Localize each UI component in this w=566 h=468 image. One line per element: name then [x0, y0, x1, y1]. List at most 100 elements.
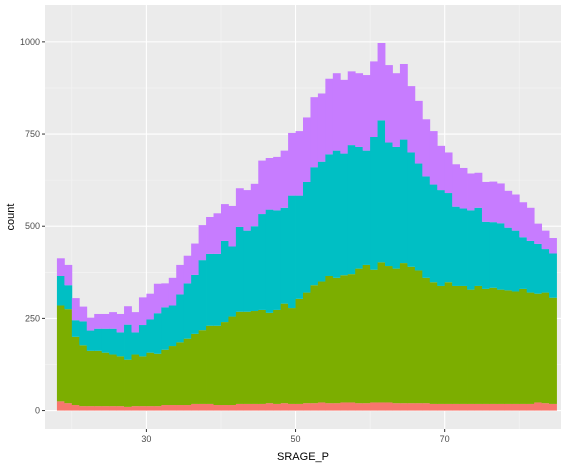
bar-segment: [71, 405, 80, 411]
bar-segment: [146, 293, 155, 320]
bar-segment: [191, 274, 200, 334]
bar-segment: [198, 260, 207, 331]
bar-segment: [534, 243, 543, 294]
bar-segment: [459, 208, 468, 286]
bar-segment: [295, 131, 304, 196]
bar-segment: [124, 324, 132, 360]
y-axis: 0 250 500 750 1000: [20, 37, 45, 416]
bar-segment: [474, 285, 483, 404]
bar-segment: [325, 154, 334, 276]
bar-segment: [243, 190, 252, 231]
y-axis-title: count: [5, 204, 17, 231]
bar-segment: [526, 403, 535, 411]
bar-segment: [146, 352, 155, 407]
bar-segment: [153, 406, 162, 411]
bar-segment: [444, 282, 453, 404]
bar-segment: [399, 403, 408, 411]
bar-segment: [265, 403, 274, 411]
bar-segment: [317, 93, 326, 162]
y-tick-label: 1000: [20, 37, 40, 47]
bar-segment: [265, 209, 274, 313]
bar-segment: [481, 403, 490, 411]
bar-segment: [399, 63, 408, 140]
bar-segment: [310, 167, 319, 286]
bar-segment: [422, 119, 431, 177]
bar-segment: [347, 274, 356, 403]
bar-segment: [228, 405, 237, 411]
bar-segment: [526, 207, 535, 241]
bar-segment: [146, 406, 155, 411]
bar-segment: [325, 403, 334, 411]
bar-segment: [504, 403, 513, 411]
bar-segment: [235, 188, 244, 227]
bar-segment: [355, 268, 364, 404]
bar-segment: [422, 277, 431, 404]
bar-segment: [355, 73, 364, 147]
bar-segment: [213, 405, 222, 411]
bar-segment: [228, 316, 237, 406]
bar-segment: [489, 287, 498, 404]
bar-segment: [243, 230, 252, 312]
bar-segment: [124, 306, 132, 325]
bar-segment: [116, 356, 125, 407]
bar-segment: [168, 277, 177, 306]
bar-segment: [258, 309, 267, 404]
bar-segment: [124, 359, 132, 407]
bar-segment: [206, 325, 214, 404]
bar-segment: [511, 194, 520, 231]
bar-segment: [310, 285, 319, 404]
bar-segment: [444, 193, 453, 283]
bar-segment: [534, 402, 543, 411]
bar-segment: [138, 297, 147, 326]
bar-segment: [467, 289, 475, 404]
bar-segment: [414, 163, 423, 271]
bar-segment: [183, 255, 192, 284]
bar-segment: [467, 403, 475, 411]
bar-segment: [220, 240, 229, 323]
bar-segment: [303, 403, 311, 411]
bar-segment: [511, 291, 520, 404]
bar-segment: [250, 226, 259, 312]
bar-segment: [153, 353, 162, 407]
bar-segment: [265, 312, 274, 404]
bar-segment: [295, 403, 304, 411]
bar-segment: [79, 406, 88, 411]
bar-segment: [258, 214, 267, 310]
bar-segment: [310, 403, 319, 411]
bar-segment: [138, 356, 147, 407]
bar-segment: [183, 338, 192, 406]
bar-segment: [549, 297, 557, 404]
bar-segment: [176, 264, 185, 295]
bar-segment: [317, 281, 326, 403]
bar-segment: [504, 227, 513, 291]
bar-segment: [519, 288, 528, 404]
y-tick-label: 250: [25, 313, 40, 323]
bar-segment: [288, 195, 296, 309]
bar-segment: [198, 403, 207, 411]
bar-segment: [153, 283, 162, 314]
bar-segment: [549, 238, 557, 254]
bar-segment: [280, 403, 289, 411]
bar-segment: [79, 345, 88, 407]
bar-segment: [452, 403, 460, 411]
bar-segment: [370, 136, 378, 270]
bar-segment: [549, 403, 557, 411]
bar-segment: [459, 403, 468, 411]
bar-segment: [56, 305, 65, 402]
bar-segment: [116, 406, 125, 411]
bar-segment: [414, 270, 423, 404]
bar-segment: [116, 313, 125, 333]
bar-segment: [124, 406, 132, 411]
bar-segment: [101, 352, 110, 407]
bar-segment: [250, 183, 259, 227]
bar-segment: [109, 328, 117, 355]
bar-segment: [444, 403, 453, 411]
x-axis: 30 50 70: [141, 429, 450, 444]
bar-segment: [340, 402, 349, 411]
bar-segment: [511, 230, 520, 292]
bar-segment: [385, 142, 393, 267]
bar-segment: [94, 328, 103, 351]
bar-segment: [392, 146, 401, 269]
bar-segment: [377, 120, 386, 263]
